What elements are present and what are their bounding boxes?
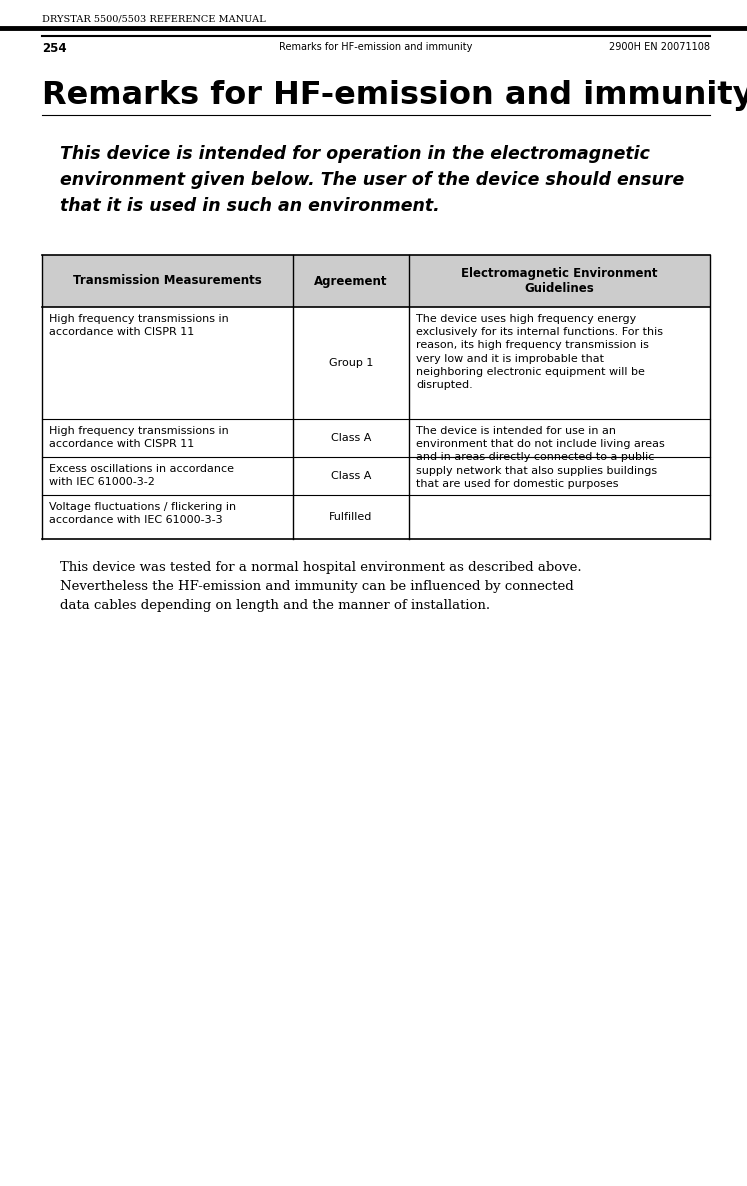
Text: Nevertheless the HF-emission and immunity can be influenced by connected: Nevertheless the HF-emission and immunit… bbox=[60, 580, 574, 593]
Text: Voltage fluctuations / flickering in
accordance with IEC 61000-3-3: Voltage fluctuations / flickering in acc… bbox=[49, 502, 236, 525]
Text: Fulfilled: Fulfilled bbox=[329, 512, 373, 522]
Text: Class A: Class A bbox=[331, 433, 371, 444]
Text: Class A: Class A bbox=[331, 471, 371, 482]
Text: This device is intended for operation in the electromagnetic: This device is intended for operation in… bbox=[60, 145, 650, 162]
Text: data cables depending on length and the manner of installation.: data cables depending on length and the … bbox=[60, 599, 490, 612]
Text: 2900H EN 20071108: 2900H EN 20071108 bbox=[609, 42, 710, 52]
Text: This device was tested for a normal hospital environment as described above.: This device was tested for a normal hosp… bbox=[60, 561, 582, 574]
Text: Group 1: Group 1 bbox=[329, 358, 374, 368]
Bar bbox=[42, 255, 710, 307]
Text: High frequency transmissions in
accordance with CISPR 11: High frequency transmissions in accordan… bbox=[49, 426, 229, 449]
Text: that it is used in such an environment.: that it is used in such an environment. bbox=[60, 197, 440, 215]
Text: Remarks for HF-emission and immunity: Remarks for HF-emission and immunity bbox=[42, 79, 747, 111]
Text: Excess oscillations in accordance
with IEC 61000-3-2: Excess oscillations in accordance with I… bbox=[49, 464, 234, 487]
Text: The device uses high frequency energy
exclusively for its internal functions. Fo: The device uses high frequency energy ex… bbox=[416, 314, 663, 390]
Text: Transmission Measurements: Transmission Measurements bbox=[73, 274, 261, 287]
Text: The device is intended for use in an
environment that do not include living area: The device is intended for use in an env… bbox=[416, 426, 665, 489]
Text: DRYSTAR 5500/5503 REFERENCE MANUAL: DRYSTAR 5500/5503 REFERENCE MANUAL bbox=[42, 14, 266, 23]
Text: High frequency transmissions in
accordance with CISPR 11: High frequency transmissions in accordan… bbox=[49, 314, 229, 337]
Text: Electromagnetic Environment
Guidelines: Electromagnetic Environment Guidelines bbox=[462, 267, 658, 295]
Text: Remarks for HF-emission and immunity: Remarks for HF-emission and immunity bbox=[279, 42, 473, 52]
Text: environment given below. The user of the device should ensure: environment given below. The user of the… bbox=[60, 171, 684, 189]
Text: Agreement: Agreement bbox=[314, 274, 388, 287]
Text: 254: 254 bbox=[42, 42, 66, 55]
